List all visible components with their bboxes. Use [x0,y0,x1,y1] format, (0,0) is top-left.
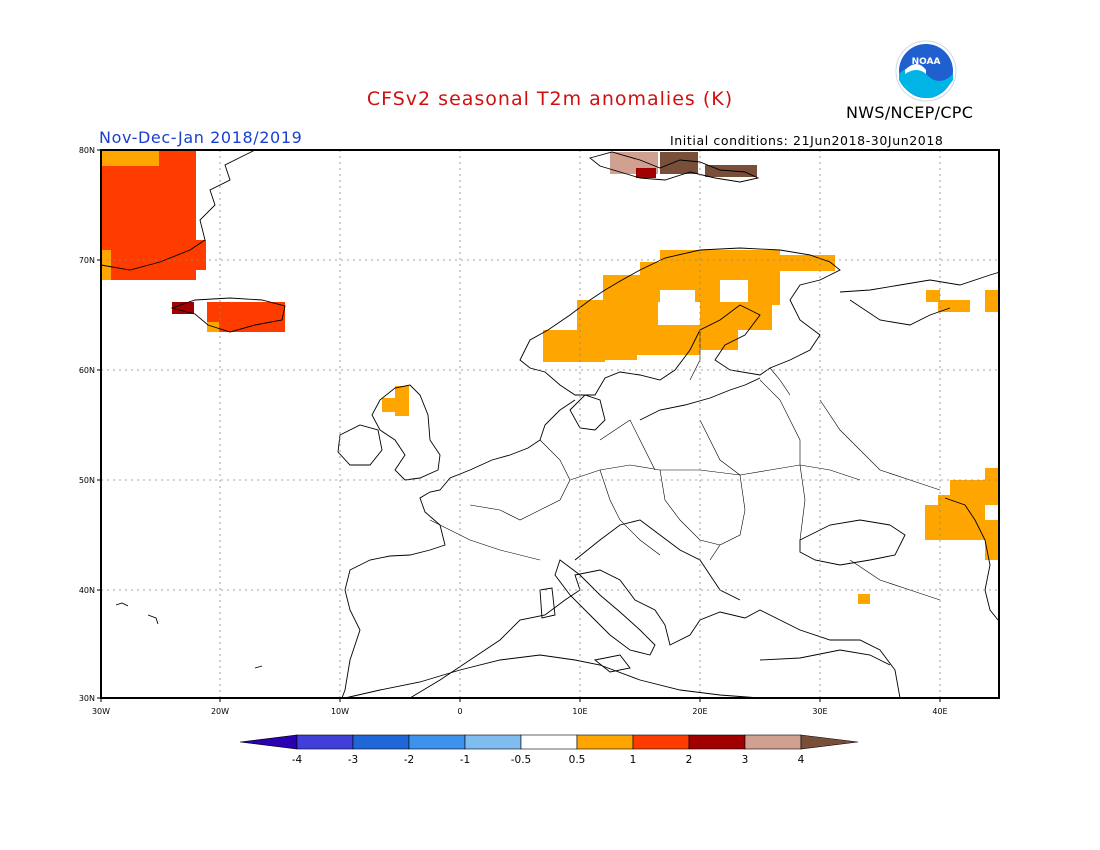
anomaly-svalbard-d [636,168,656,178]
coastlines [100,149,1001,699]
chart-title: CFSv2 seasonal T2m anomalies (K) [366,88,734,110]
period-label: Nov-Dec-Jan 2018/2019 [99,128,303,147]
grid-lines [101,150,999,698]
colorbar-label: 4 [798,754,805,766]
lat-label: 80N [79,146,95,155]
colorbar-lower-arrow [239,734,298,750]
colorbar-bin [408,734,466,750]
colorbar-label: -3 [348,754,358,766]
lon-label: 30E [812,707,827,716]
anomaly-fill-layer [101,150,1000,604]
anomaly-iceland-west [172,302,194,314]
lon-label: 20W [211,707,229,716]
initial-conditions-label: Initial conditions: 21Jun2018-30Jun2018 [670,133,944,148]
lat-label: 50N [79,476,95,485]
lat-label: 30N [79,694,95,703]
agency-label: NWS/NCEP/CPC [846,103,974,122]
lon-label: 30W [92,707,110,716]
colorbar-label: -0.5 [511,754,532,766]
colorbar-label: -4 [292,754,303,766]
lat-label: 70N [79,256,95,265]
lat-label: 60N [79,366,95,375]
colorbar-label: -1 [460,754,470,766]
colorbar-label: -2 [404,754,414,766]
lat-labels: 80N 70N 60N 50N 40N 30N [79,146,95,703]
colorbar-bin [744,734,802,750]
noaa-logo-icon: NOAA [895,40,957,102]
map-frame [100,149,1000,699]
colorbar-label: 3 [742,754,749,766]
colorbar-bin [688,734,746,750]
lon-label: 10E [572,707,587,716]
colorbar-label: 2 [686,754,693,766]
colorbar [239,734,859,750]
colorbar-labels: -4 -3 -2 -1 -0.5 0.5 1 2 3 4 [292,754,805,766]
country-borders [429,330,941,601]
colorbar-bin [352,734,410,750]
scandinavia-gaps [660,280,772,358]
colorbar-bin [576,734,634,750]
lon-label: 40E [932,707,947,716]
anomaly-levant [858,594,870,604]
anomaly-greenland-tail [101,240,206,270]
anomaly-scotland-b [382,398,396,412]
anomaly-greenland-west [101,250,111,280]
anomaly-svalbard-b [660,152,698,174]
colorbar-upper-arrow [800,734,859,750]
anomaly-greenland-north [101,150,159,166]
colorbar-label: 0.5 [569,754,586,766]
anomaly-barents [926,290,999,312]
logo-text: NOAA [912,57,941,67]
lon-label: 10W [331,707,349,716]
colorbar-label: 1 [630,754,637,766]
axis-ticks [97,149,941,702]
colorbar-bin [520,734,578,750]
colorbar-bin [296,734,354,750]
colorbar-bin [464,734,522,750]
lon-label: 0 [457,707,462,716]
lon-labels: 30W 20W 10W 0 10E 20E 30E 40E [92,707,948,716]
lon-label: 20E [692,707,707,716]
colorbar-bin [632,734,690,750]
lat-label: 40N [79,586,95,595]
anomaly-scotland [395,386,409,416]
